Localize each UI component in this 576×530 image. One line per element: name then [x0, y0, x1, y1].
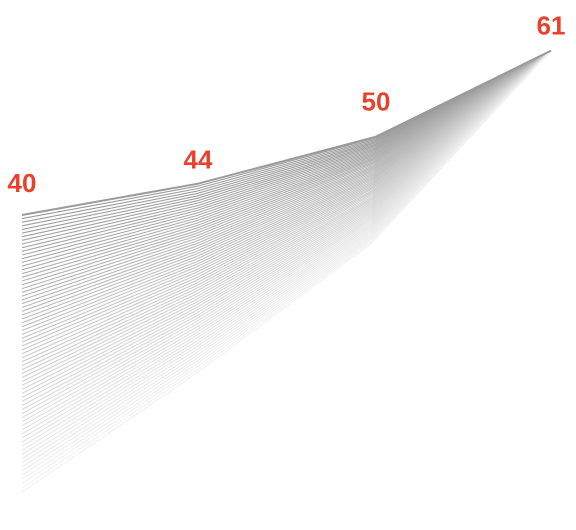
data-label-3: 50 [362, 87, 391, 117]
stack-line-59 [21, 50, 552, 439]
stack-line-24 [21, 50, 552, 301]
stack-line-61 [21, 50, 552, 447]
stack-line-44 [21, 50, 552, 378]
stack-line-3 [21, 50, 552, 223]
stack-line-43 [21, 50, 552, 374]
stack-line-55 [21, 50, 552, 423]
line-stack [21, 49, 552, 493]
stack-line-33 [21, 50, 552, 335]
stack-line-68 [21, 50, 552, 476]
stack-line-60 [21, 50, 552, 443]
stack-line-23 [21, 50, 552, 297]
stack-line-38 [21, 50, 552, 355]
series-line [21, 49, 552, 216]
stack-line-48 [21, 50, 552, 394]
stack-line-9 [21, 50, 552, 245]
stack-line-49 [21, 50, 552, 398]
stack-line-8 [21, 50, 552, 241]
data-labels: 40 44 50 61 [8, 11, 566, 198]
stack-line-36 [21, 50, 552, 347]
stack-line-10 [21, 50, 552, 249]
stack-line-42 [21, 50, 552, 371]
stack-line-21 [21, 50, 552, 290]
stack-line-6 [21, 50, 552, 234]
stack-line-64 [21, 50, 552, 460]
stack-line-14 [21, 50, 552, 263]
stack-line-40 [21, 50, 552, 363]
stack-line-19 [21, 50, 552, 282]
stack-line-47 [21, 50, 552, 390]
stack-line-37 [21, 50, 552, 351]
data-label-1: 40 [8, 168, 37, 198]
data-label-4: 61 [537, 11, 566, 41]
stack-line-16 [21, 50, 552, 271]
stack-line-41 [21, 50, 552, 367]
stack-line-5 [21, 50, 552, 230]
stack-line-34 [21, 50, 552, 339]
stack-line-72 [21, 50, 552, 493]
stack-line-39 [21, 50, 552, 359]
stack-line-53 [21, 50, 552, 414]
stack-line-54 [21, 50, 552, 419]
stack-line-56 [21, 50, 552, 427]
stack-line-25 [21, 50, 552, 305]
data-label-2: 44 [184, 145, 213, 175]
stack-line-35 [21, 50, 552, 343]
stack-line-28 [21, 50, 552, 316]
stack-line-58 [21, 50, 552, 435]
stack-line-63 [21, 50, 552, 455]
stack-line-29 [21, 50, 552, 320]
stack-line-51 [21, 50, 552, 406]
stack-line-26 [21, 50, 552, 309]
stack-line-62 [21, 50, 552, 451]
stack-line-69 [21, 50, 552, 480]
stack-line-50 [21, 50, 552, 402]
stack-line-15 [21, 50, 552, 267]
stack-line-70 [21, 50, 552, 485]
stack-line-71 [21, 50, 552, 489]
stack-line-65 [21, 50, 552, 464]
stack-line-30 [21, 50, 552, 324]
stack-line-52 [21, 50, 552, 410]
stack-line-46 [21, 50, 552, 386]
stack-line-32 [21, 50, 552, 332]
stack-line-66 [21, 50, 552, 468]
stack-line-18 [21, 50, 552, 278]
stack-line-12 [21, 50, 552, 256]
stack-line-67 [21, 50, 552, 472]
stack-line-22 [21, 50, 552, 293]
